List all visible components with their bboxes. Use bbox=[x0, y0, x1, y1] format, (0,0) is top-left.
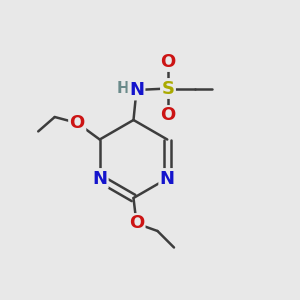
Text: S: S bbox=[161, 80, 175, 98]
Text: N: N bbox=[129, 81, 144, 99]
Text: N: N bbox=[160, 169, 175, 188]
Text: O: O bbox=[160, 52, 175, 70]
Text: O: O bbox=[70, 114, 85, 132]
Text: N: N bbox=[92, 169, 107, 188]
Text: O: O bbox=[129, 214, 144, 232]
Text: O: O bbox=[160, 106, 175, 124]
Text: H: H bbox=[117, 81, 129, 96]
